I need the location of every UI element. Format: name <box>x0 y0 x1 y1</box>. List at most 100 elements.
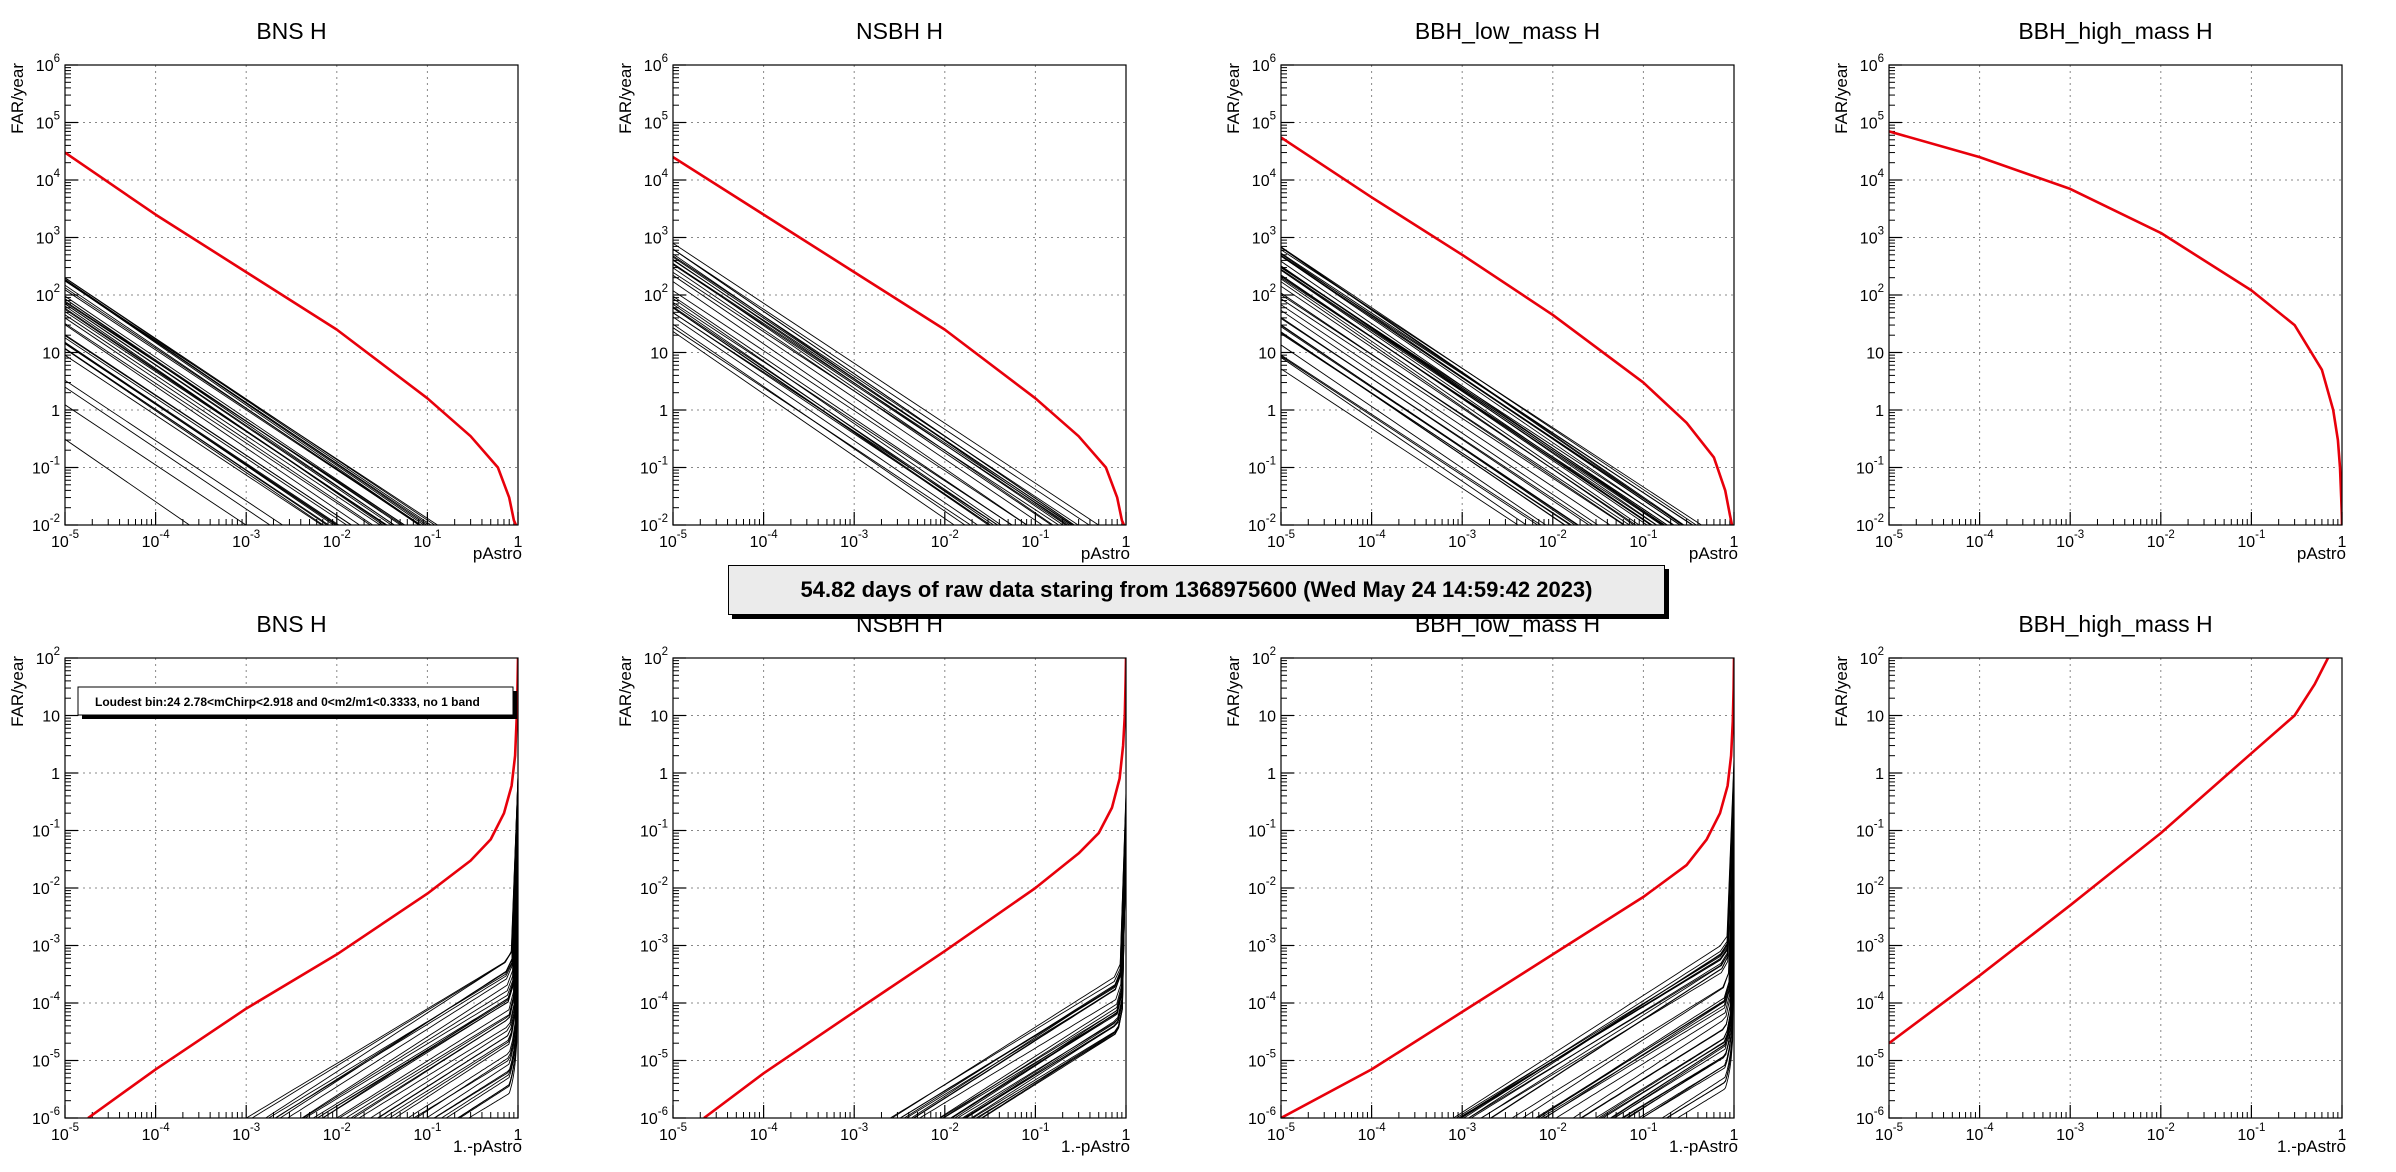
background-curve <box>1613 865 1734 1118</box>
x-tick-label: 10-2 <box>2147 1122 2175 1144</box>
main-series-line <box>703 658 1126 1118</box>
y-tick-label: 10-4 <box>640 991 669 1013</box>
x-tick-label: 10-4 <box>142 529 171 551</box>
x-tick-label: 10-2 <box>1539 529 1567 551</box>
background-curve <box>1580 844 1734 1118</box>
background-curve <box>65 280 430 525</box>
background-curve <box>65 277 436 525</box>
y-tick-label: 10 <box>650 709 668 726</box>
background-curve <box>302 805 518 1118</box>
background-curve <box>982 849 1126 1118</box>
background-curve <box>65 386 271 525</box>
x-tick-label: 10-1 <box>1021 529 1049 551</box>
background-curve <box>1281 267 1675 525</box>
y-tick-label: 106 <box>1252 53 1276 75</box>
y-tick-label: 10 <box>1258 346 1276 363</box>
background-curve <box>890 796 1126 1118</box>
background-curve <box>65 348 330 525</box>
y-tick-label: 103 <box>36 226 60 248</box>
x-axis-label: 1.-pAstro <box>2277 1137 2346 1156</box>
background-curve <box>673 267 1053 525</box>
y-tick-label: 10-2 <box>1248 876 1276 898</box>
y-tick-label: 10 <box>1258 709 1276 726</box>
background-curve <box>65 280 422 525</box>
y-tick-label: 10-3 <box>32 934 60 956</box>
x-axis-label: 1.-pAstro <box>1061 1137 1130 1156</box>
background-curve <box>1281 266 1664 525</box>
background-curve <box>1661 893 1734 1118</box>
background-curve <box>1281 355 1539 525</box>
y-tick-label: 105 <box>36 111 60 133</box>
background-curve <box>65 300 404 525</box>
y-axis-label: FAR/year <box>1832 63 1851 134</box>
background-curve <box>954 828 1126 1118</box>
background-curve <box>457 901 518 1118</box>
background-curve <box>426 880 518 1118</box>
main-series-line <box>1889 658 2330 1045</box>
background-curve <box>965 840 1126 1118</box>
background-curve <box>265 775 518 1118</box>
background-curve <box>962 835 1126 1118</box>
background-curve <box>1281 247 1683 525</box>
x-tick-label: 10-5 <box>1875 529 1903 551</box>
x-tick-label: 1 <box>514 534 523 551</box>
background-curve <box>1459 764 1734 1118</box>
background-curves <box>890 791 1126 1118</box>
background-curve <box>407 869 518 1118</box>
background-curve <box>673 259 1064 525</box>
background-curve <box>287 793 518 1118</box>
main-series-line <box>65 151 518 525</box>
x-tick-label: 10-1 <box>413 529 441 551</box>
background-curve <box>279 785 518 1118</box>
y-tick-label: 10-5 <box>32 1049 60 1071</box>
background-curve <box>65 298 395 525</box>
y-tick-label: 10-1 <box>640 456 668 478</box>
background-curve <box>1491 782 1734 1118</box>
y-tick-label: 105 <box>644 111 668 133</box>
chart-title: BBH_high_mass H <box>2018 611 2212 637</box>
x-tick-label: 10-4 <box>750 1122 779 1144</box>
chart-title: BNS H <box>256 611 326 637</box>
background-curve <box>673 316 979 525</box>
y-tick-label: 10-6 <box>1248 1106 1276 1128</box>
background-curve <box>1470 777 1734 1118</box>
background-curve <box>246 776 518 1118</box>
y-tick-label: 10-2 <box>32 876 60 898</box>
x-tick-label: 10-5 <box>1875 1122 1903 1144</box>
background-curve <box>891 791 1126 1118</box>
background-curve <box>950 830 1126 1118</box>
background-curve <box>1281 249 1703 525</box>
background-curve <box>673 327 972 525</box>
background-curve <box>673 262 1054 525</box>
background-curve <box>673 255 1079 525</box>
background-curve <box>1281 344 1547 525</box>
background-curve <box>65 277 432 525</box>
y-tick-label: 10-5 <box>640 1049 668 1071</box>
background-curve <box>1281 292 1626 525</box>
background-curve <box>353 834 518 1118</box>
background-curve <box>673 323 966 525</box>
background-curve <box>65 323 372 525</box>
background-curve <box>1281 357 1528 525</box>
y-tick-label: 10-5 <box>1856 1049 1884 1071</box>
background-curve <box>673 295 1013 525</box>
x-axis-label: 1.-pAstro <box>453 1137 522 1156</box>
background-curve <box>1281 294 1631 525</box>
background-curve <box>673 248 1075 525</box>
background-curve <box>1666 898 1734 1118</box>
background-curve <box>1480 786 1734 1118</box>
background-curve <box>468 910 518 1118</box>
background-curve <box>441 890 518 1118</box>
y-tick-label: 103 <box>1860 226 1884 248</box>
background-curve <box>673 306 999 525</box>
background-curve <box>65 324 361 525</box>
y-axis-label: FAR/year <box>1224 656 1243 727</box>
y-tick-label: 10-2 <box>640 513 668 535</box>
x-tick-label: 10-3 <box>840 1122 868 1144</box>
background-curve <box>1641 884 1734 1118</box>
y-tick-label: 104 <box>644 168 669 190</box>
background-curve <box>1281 304 1611 525</box>
x-tick-label: 1 <box>2338 534 2347 551</box>
background-curve <box>673 281 1028 525</box>
